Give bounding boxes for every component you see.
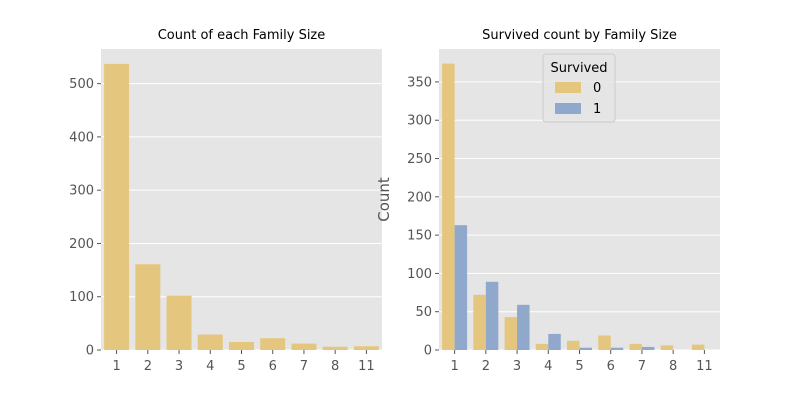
bar-survived-0-size-11 — [691, 344, 705, 350]
y-tick-label: 400 — [69, 130, 94, 145]
x-tick-label: 2 — [144, 359, 152, 374]
chart-survived-by-family-size: 0 50 100 150 200 250 300 350 1 2 3 4 5 6 7 8 11 Survived … — [375, 28, 720, 374]
bar-size-2 — [135, 264, 161, 350]
legend: Survived 0 1 — [542, 53, 616, 123]
x-tick-label: 3 — [175, 359, 183, 374]
x-tick-label: 8 — [331, 359, 339, 374]
bar-size-1 — [104, 63, 130, 351]
bar-size-4 — [197, 334, 223, 350]
y-tick-label: 500 — [69, 77, 94, 92]
bar-size-8 — [322, 346, 348, 350]
chart-family-size-count: 0 100 200 300 400 500 1 2 3 4 5 6 7 8 11 Count of each … — [69, 28, 382, 374]
x-tick-label: 6 — [607, 359, 615, 374]
x-tick-label: 1 — [450, 359, 458, 374]
bar-survived-1-size-5 — [579, 347, 592, 350]
bar-size-11 — [353, 346, 379, 350]
chart-title: Count of each Family Size — [158, 28, 326, 43]
x-tick-label: 3 — [513, 359, 521, 374]
bar-size-7 — [291, 343, 317, 350]
y-tick-label: 100 — [69, 290, 94, 305]
bar-survived-1-size-7 — [641, 346, 655, 350]
legend-title: Survived — [550, 61, 607, 76]
bar-survived-0-size-3 — [504, 317, 518, 350]
x-tick-label: 4 — [206, 359, 214, 374]
bar-survived-1-size-6 — [610, 347, 624, 350]
x-tick-label: 4 — [544, 359, 552, 374]
y-tick-label: 350 — [407, 75, 432, 90]
y-tick-label: 300 — [69, 184, 94, 199]
bar-survived-0-size-2 — [473, 294, 486, 350]
bar-size-6 — [260, 338, 286, 350]
bar-survived-1-size-2 — [485, 281, 499, 350]
y-tick-label: 0 — [424, 344, 432, 359]
y-tick-label: 300 — [407, 114, 432, 129]
y-tick-label: 50 — [415, 305, 432, 320]
x-tick-label: 11 — [696, 359, 713, 374]
bar-survived-0-size-4 — [535, 343, 549, 350]
bar-size-3 — [166, 295, 192, 350]
x-tick-label: 7 — [638, 359, 646, 374]
x-tick-label: 5 — [237, 359, 245, 374]
bar-survived-0-size-5 — [567, 340, 580, 350]
legend-label-1: 1 — [593, 102, 601, 117]
x-tick-label: 6 — [269, 359, 277, 374]
bar-survived-0-size-8 — [660, 345, 674, 350]
y-tick-label: 200 — [407, 190, 432, 205]
bar-size-5 — [229, 342, 254, 350]
chart-title: Survived count by Family Size — [482, 28, 677, 43]
x-tick-label: 7 — [300, 359, 308, 374]
y-axis-label: Count — [375, 177, 393, 222]
bar-survived-0-size-1 — [442, 63, 455, 351]
x-tick-label: 8 — [669, 359, 677, 374]
legend-label-0: 0 — [593, 81, 601, 96]
y-tick-label: 150 — [407, 229, 432, 244]
x-tick-label: 1 — [112, 359, 120, 374]
bar-survived-0-size-6 — [598, 335, 611, 350]
y-tick-label: 0 — [86, 344, 94, 359]
bar-survived-0-size-7 — [629, 343, 642, 350]
bar-survived-1-size-1 — [454, 225, 468, 350]
x-tick-label: 5 — [575, 359, 583, 374]
x-tick-label: 11 — [358, 359, 375, 374]
x-tick-label: 2 — [482, 359, 490, 374]
y-tick-label: 250 — [407, 152, 432, 167]
y-tick-label: 100 — [407, 267, 432, 282]
bar-survived-1-size-4 — [548, 333, 561, 350]
legend-swatch-0 — [555, 82, 581, 93]
legend-swatch-1 — [555, 103, 581, 114]
bar-survived-1-size-3 — [517, 304, 530, 350]
y-tick-label: 200 — [69, 237, 94, 252]
